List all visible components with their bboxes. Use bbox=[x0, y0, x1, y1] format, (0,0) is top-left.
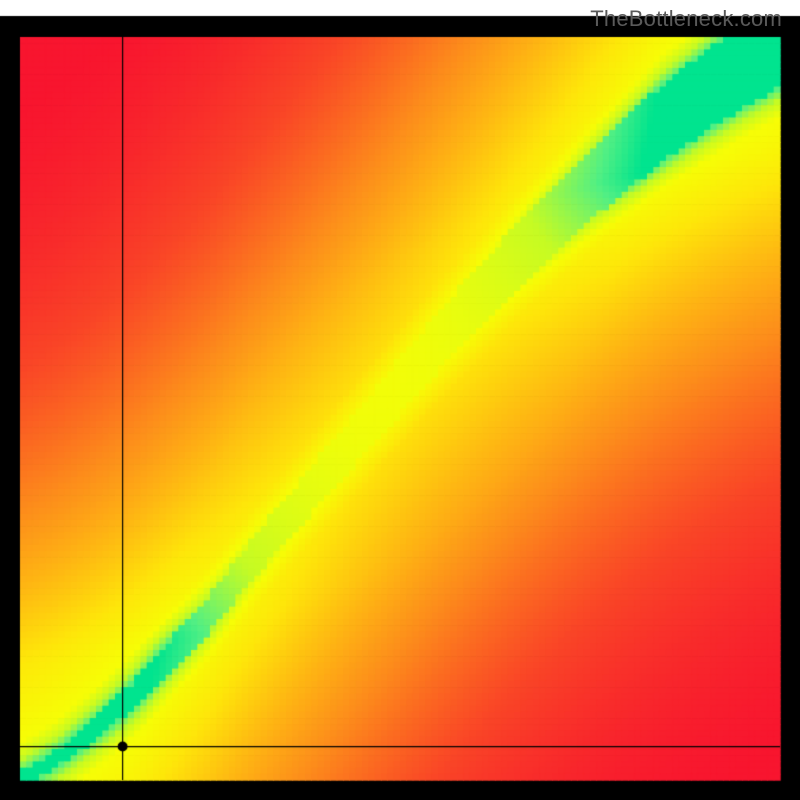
bottleneck-heatmap bbox=[0, 0, 800, 800]
watermark-text: TheBottleneck.com bbox=[590, 6, 782, 32]
